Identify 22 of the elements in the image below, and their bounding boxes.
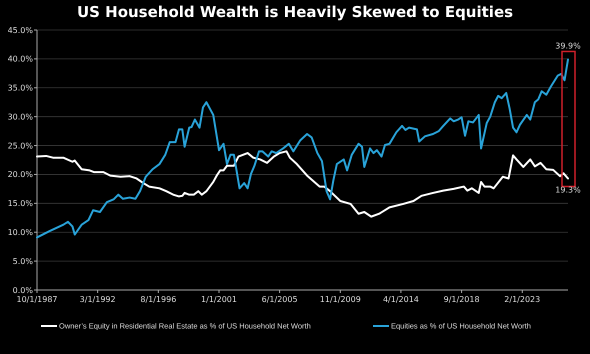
y-tick-label: 20.0%	[8, 170, 34, 180]
y-tick-label: 10.0%	[8, 228, 34, 238]
y-tick-label: 40.0%	[8, 54, 34, 64]
y-tick-label: 0.0%	[12, 286, 34, 295]
x-tick-label: 9/1/2018	[444, 295, 480, 304]
x-tick-label: 1/1/2001	[201, 295, 237, 304]
annotation: 19.3%	[555, 185, 582, 194]
chart-title: US Household Wealth is Heavily Skewed to Equities	[76, 3, 514, 21]
x-tick-label: 8/1/1996	[140, 295, 176, 304]
y-tick-label: 30.0%	[8, 112, 34, 122]
y-tick-label: 25.0%	[8, 141, 34, 150]
y-tick-label: 45.0%	[8, 26, 34, 35]
x-tick-label: 11/1/2009	[320, 295, 361, 304]
x-tick-label: 10/1/1987	[16, 295, 58, 304]
y-tick-label: 35.0%	[8, 84, 34, 93]
annotation: 39.9%	[555, 41, 582, 50]
x-tick-label: 3/1/1992	[80, 295, 116, 304]
y-tick-label: 15.0%	[8, 199, 34, 208]
x-tick-label: 6/1/2005	[262, 295, 298, 304]
x-tick-label: 4/1/2014	[382, 295, 419, 304]
y-tick-label: 5.0%	[12, 256, 34, 266]
x-tick-label: 2/1/2023	[504, 295, 540, 304]
